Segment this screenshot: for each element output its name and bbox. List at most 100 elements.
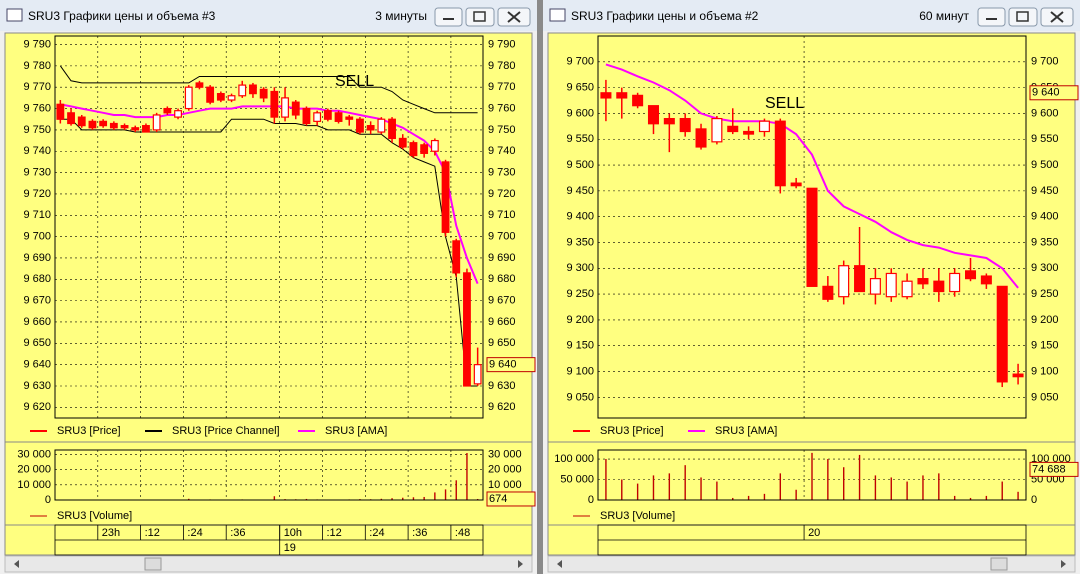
plot-frame xyxy=(597,449,1027,501)
maximize-icon xyxy=(473,11,486,22)
y-tick-label: 9 200 xyxy=(1031,314,1059,326)
x-tick-label: :36 xyxy=(412,527,427,539)
y-tick-label: 9 450 xyxy=(566,185,594,197)
y-tick-label: 30 000 xyxy=(17,448,51,460)
y-tick-label: 9 600 xyxy=(1031,107,1059,119)
y-tick-label: 9 730 xyxy=(23,166,51,178)
y-tick-label: 9 630 xyxy=(488,380,516,392)
candle-body xyxy=(441,161,450,233)
candle-body xyxy=(901,280,913,298)
y-tick-label: 9 050 xyxy=(1031,391,1059,403)
candle-body xyxy=(663,117,675,125)
candle-body xyxy=(313,112,322,122)
y-tick-label: 9 350 xyxy=(566,236,594,248)
y-tick-label: 100 000 xyxy=(554,453,594,465)
legend-label: SRU3 [AMA] xyxy=(325,425,387,437)
window-1-titlebar: SRU3 Графики цены и объема #3 3 минуты xyxy=(0,0,537,31)
volume-bar xyxy=(1017,491,1019,500)
candle-body xyxy=(885,272,897,298)
volume-bar xyxy=(858,454,861,500)
volume-bar xyxy=(684,465,686,500)
maximize-icon xyxy=(1016,11,1029,22)
volume-bar xyxy=(922,475,924,500)
legend-label: SRU3 [Volume] xyxy=(57,510,132,522)
candle-body xyxy=(109,122,118,129)
y-tick-label: 9 620 xyxy=(488,401,516,413)
volume-bar xyxy=(476,498,479,500)
close-icon xyxy=(1050,11,1064,23)
volume-bar xyxy=(700,477,702,500)
volume-bar xyxy=(423,496,425,500)
volume-bar xyxy=(621,479,623,500)
volume-bar xyxy=(434,492,436,500)
candle-body xyxy=(679,117,691,133)
volume-bar xyxy=(1001,481,1003,500)
y-tick-label: 9 710 xyxy=(488,209,516,221)
x-tick-label: :48 xyxy=(455,527,470,539)
minimize-button[interactable] xyxy=(977,7,1006,27)
maximize-button[interactable] xyxy=(1008,7,1038,27)
y-tick-label: 9 700 xyxy=(488,231,516,243)
close-icon xyxy=(507,11,521,23)
scroll-thumb[interactable] xyxy=(144,557,162,571)
volume-bar xyxy=(843,467,845,500)
candle-body xyxy=(77,116,86,127)
candle-body xyxy=(743,130,755,135)
candle-body xyxy=(334,112,343,122)
candle-body xyxy=(473,364,482,385)
y-tick-label: 9 300 xyxy=(1031,262,1059,274)
y-tick-label: 0 xyxy=(1031,494,1037,506)
candle-body xyxy=(174,110,182,118)
y-tick-label: 9 660 xyxy=(488,316,516,328)
minimize-button[interactable] xyxy=(434,7,463,27)
y-tick-label: 30 000 xyxy=(488,448,522,460)
scroll-thumb[interactable] xyxy=(990,557,1008,571)
candle-body xyxy=(323,110,332,120)
candle-body xyxy=(195,82,204,88)
y-tick-label: 10 000 xyxy=(17,479,51,491)
y-tick-label: 9 660 xyxy=(23,316,51,328)
candle-body xyxy=(184,86,193,110)
maximize-button[interactable] xyxy=(465,7,495,27)
plot-frame xyxy=(54,449,484,501)
y-tick-label: 9 680 xyxy=(23,273,51,285)
candle-body xyxy=(142,125,150,133)
last-value-box xyxy=(1029,461,1079,477)
window-divider xyxy=(537,0,543,574)
y-tick-label: 9 780 xyxy=(488,60,516,72)
y-tick-label: 20 000 xyxy=(17,464,51,476)
y-tick-label: 9 690 xyxy=(488,252,516,264)
candle-body xyxy=(302,107,311,125)
candle-body xyxy=(647,105,659,125)
candle-body xyxy=(917,278,929,285)
y-tick-label: 9 780 xyxy=(23,60,51,72)
candle-body xyxy=(854,265,866,293)
volume-bar xyxy=(747,495,750,500)
volume-bar xyxy=(305,498,308,500)
x-tick-label: 20 xyxy=(808,527,820,539)
candle-body xyxy=(790,182,802,187)
y-tick-label: 50 000 xyxy=(560,473,594,485)
y-tick-label: 9 350 xyxy=(1031,236,1059,248)
legend-label: SRU3 [Volume] xyxy=(600,510,675,522)
x-tick-label: :24 xyxy=(369,527,384,539)
candle-body xyxy=(869,278,881,295)
y-tick-label: 9 630 xyxy=(23,380,51,392)
y-tick-label: 9 680 xyxy=(488,273,516,285)
candle-body xyxy=(99,120,108,127)
y-tick-label: 9 640 xyxy=(23,359,51,371)
volume-bar xyxy=(827,459,829,500)
y-tick-label: 9 150 xyxy=(1031,340,1059,352)
y-tick-label: 9 710 xyxy=(23,209,51,221)
candle-body xyxy=(758,120,770,133)
y-tick-label: 9 720 xyxy=(488,188,516,200)
candle-body xyxy=(163,107,172,114)
y-tick-label: 9 750 xyxy=(488,124,516,136)
y-tick-label: 9 550 xyxy=(1031,133,1059,145)
volume-bar xyxy=(188,498,190,500)
chart-background xyxy=(4,32,533,556)
last-value-label: 9 640 xyxy=(1032,87,1060,99)
y-tick-label: 9 500 xyxy=(1031,159,1059,171)
